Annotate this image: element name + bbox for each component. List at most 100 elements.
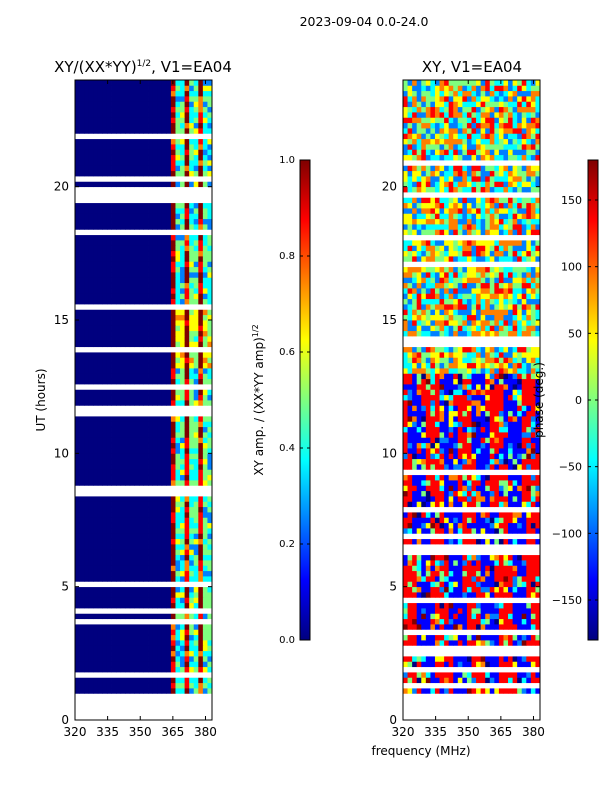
heat-cell xyxy=(79,293,85,300)
heat-cell xyxy=(170,432,176,438)
heat-cell xyxy=(84,117,90,124)
heat-cell xyxy=(193,90,199,97)
heat-cell xyxy=(129,368,135,374)
heat-cell xyxy=(453,474,459,481)
heat-cell xyxy=(84,250,90,257)
heat-cell xyxy=(430,496,436,502)
heat-cell xyxy=(521,421,527,428)
heat-cell xyxy=(120,560,126,566)
heat-cell xyxy=(116,170,122,177)
heat-cell xyxy=(88,592,94,598)
heat-cell xyxy=(189,394,195,401)
heat-cell xyxy=(93,544,99,550)
heat-cell xyxy=(202,336,208,342)
heat-cell xyxy=(120,213,126,220)
heat-cell xyxy=(184,554,190,561)
heat-cell xyxy=(138,656,144,662)
heat-cell xyxy=(457,517,463,524)
heat-cell xyxy=(403,458,408,465)
heat-cell xyxy=(202,432,208,438)
y-tick-label: 10 xyxy=(54,446,69,460)
heat-cell xyxy=(180,277,185,284)
heat-cell xyxy=(207,469,213,476)
heat-cell xyxy=(485,304,491,310)
heat-cell xyxy=(116,250,122,257)
heat-cell xyxy=(407,325,413,332)
heat-cell xyxy=(152,250,158,257)
heat-cell xyxy=(93,629,99,636)
heat-cell xyxy=(166,288,172,294)
heat-cell xyxy=(471,538,477,545)
heat-cell xyxy=(189,112,195,118)
heat-cell xyxy=(106,586,112,593)
heat-cell xyxy=(84,336,90,342)
heat-cell xyxy=(111,80,117,86)
heat-cell xyxy=(148,256,154,262)
heat-cell xyxy=(485,325,491,332)
heat-cell xyxy=(202,208,208,214)
heat-cell xyxy=(476,565,482,572)
heat-cell xyxy=(462,410,468,417)
heat-cell xyxy=(143,160,149,166)
heat-cell xyxy=(97,629,103,636)
heat-cell xyxy=(207,602,213,609)
heat-cell xyxy=(425,581,431,588)
heat-cell xyxy=(75,437,80,444)
heat-cell xyxy=(125,170,131,177)
heat-cell xyxy=(476,464,482,470)
heat-cell xyxy=(508,634,513,641)
heat-cell xyxy=(466,437,472,444)
heat-cell xyxy=(125,202,131,209)
heat-cell xyxy=(466,672,472,678)
heat-cell xyxy=(462,661,468,668)
heat-cell xyxy=(207,650,213,657)
heat-cell xyxy=(202,613,208,620)
heat-cell xyxy=(508,410,513,417)
heat-cell xyxy=(111,202,117,209)
heat-cell xyxy=(129,560,135,566)
heat-cell xyxy=(189,309,195,316)
heat-cell xyxy=(157,202,163,209)
heat-cell xyxy=(79,586,85,593)
heat-cell xyxy=(120,576,126,582)
heat-cell xyxy=(166,677,172,684)
heat-cell xyxy=(93,154,99,161)
heat-cell xyxy=(521,437,527,444)
heat-cell xyxy=(489,490,495,497)
heat-cell xyxy=(412,501,418,508)
heat-cell xyxy=(138,538,144,545)
heat-cell xyxy=(416,330,422,337)
heat-cell xyxy=(170,560,176,566)
heat-cell xyxy=(148,453,154,460)
heat-cell xyxy=(494,378,500,385)
heat-cell xyxy=(403,634,408,641)
heat-cell xyxy=(84,469,90,476)
heat-cell xyxy=(207,282,213,289)
heat-cell xyxy=(93,650,99,657)
heat-cell xyxy=(416,426,422,433)
heat-cell xyxy=(88,517,94,524)
heat-cell xyxy=(97,517,103,524)
heat-cell xyxy=(138,682,144,689)
heat-cell xyxy=(161,122,167,129)
heat-cell xyxy=(530,277,536,284)
heat-cell xyxy=(120,666,126,673)
heat-cell xyxy=(184,661,190,668)
heat-cell xyxy=(93,101,99,108)
heat-cell xyxy=(521,357,527,364)
heat-cell xyxy=(106,213,112,220)
heat-cell xyxy=(508,458,513,465)
heat-cell xyxy=(412,634,418,641)
heat-cell xyxy=(193,389,199,396)
heat-cell xyxy=(120,426,126,433)
heat-cell xyxy=(97,298,103,305)
heat-cell xyxy=(93,501,99,508)
heat-cell xyxy=(425,410,431,417)
heat-cell xyxy=(175,266,181,273)
heat-cell xyxy=(198,368,204,374)
heat-cell xyxy=(75,640,80,646)
heat-cell xyxy=(498,416,504,422)
heat-cell xyxy=(521,378,527,385)
heat-cell xyxy=(84,213,90,220)
heat-cell xyxy=(466,560,472,566)
